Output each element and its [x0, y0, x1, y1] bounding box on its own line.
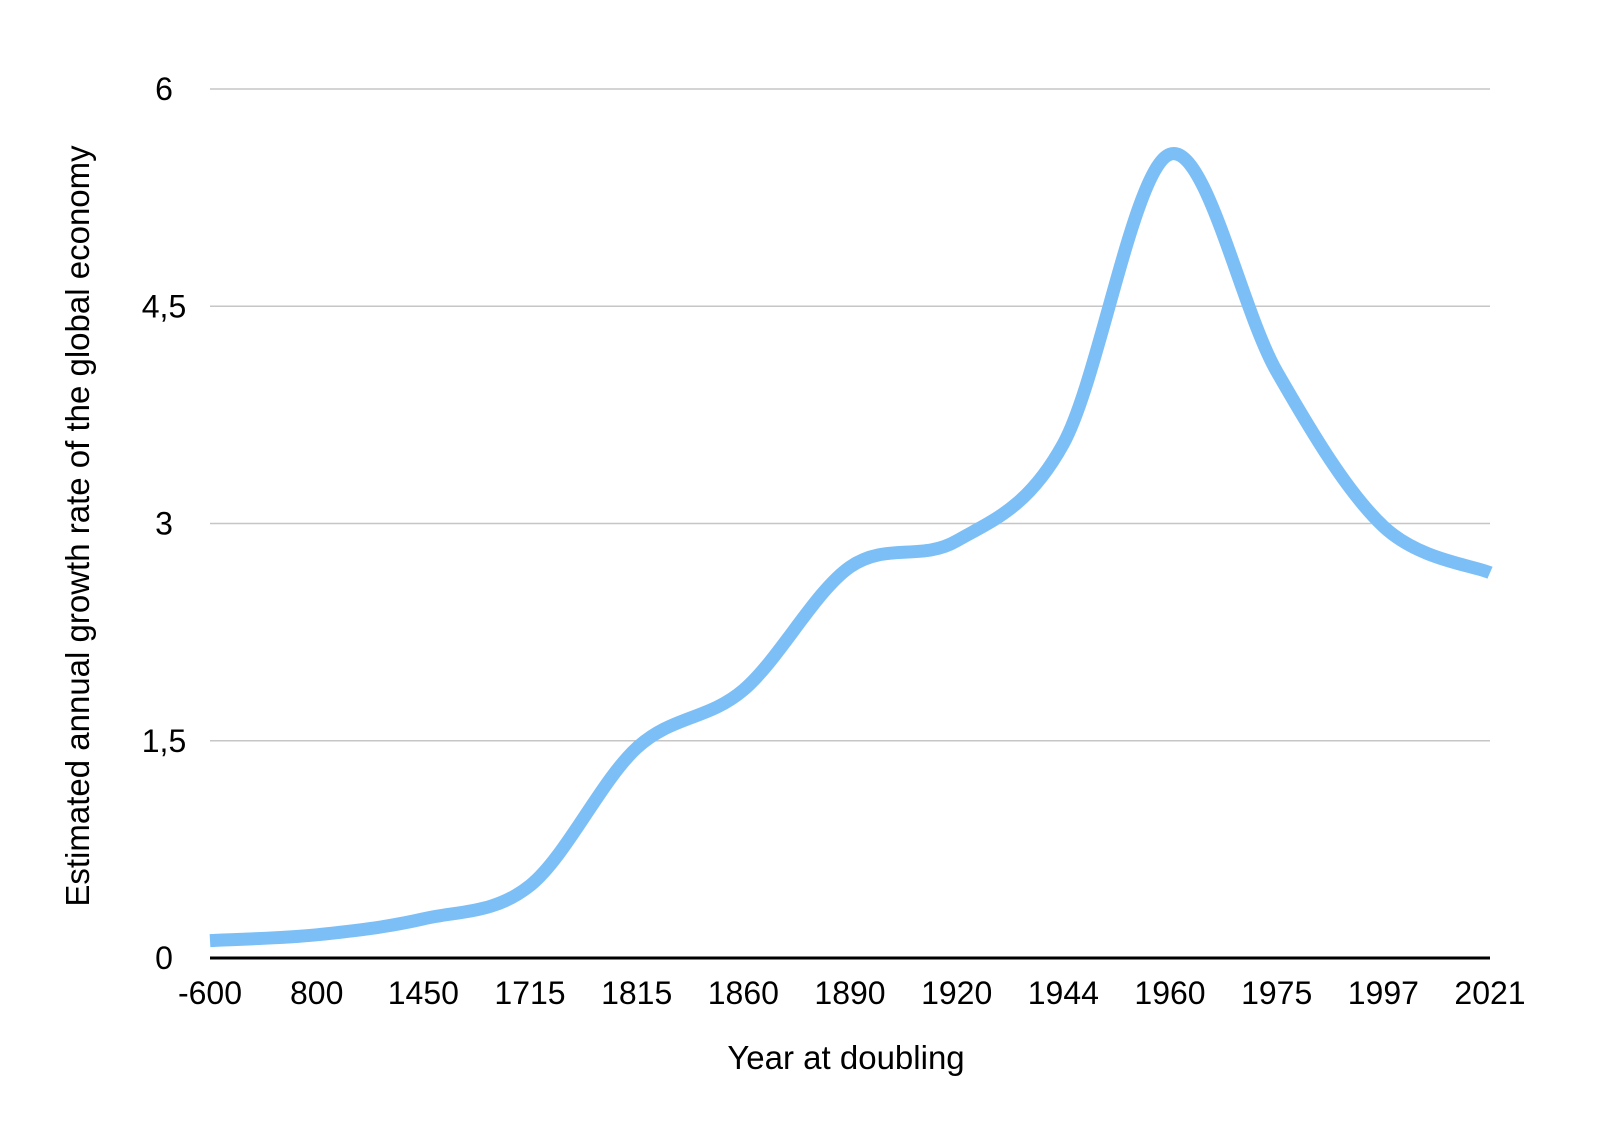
x-tick-label: 1997: [1348, 975, 1419, 1011]
x-tick-label: 1860: [708, 975, 779, 1011]
data-point: [1063, 443, 1064, 444]
x-tick-label: 1920: [921, 975, 992, 1011]
gridlines: [210, 88, 1490, 742]
data-point: [850, 566, 851, 567]
series-line: [209, 147, 1493, 948]
data-point: [1276, 371, 1277, 372]
data-point: [423, 918, 424, 919]
y-tick-label: 1,5: [142, 723, 186, 759]
data-point: [530, 885, 531, 886]
x-tick-label: 1960: [1134, 975, 1205, 1011]
x-axis-ticks: -600 800 1450 1715 1815 1860 1890 1920 1944 1960 1…: [178, 975, 1526, 1011]
data-point: [316, 934, 317, 935]
y-tick-label: 4,5: [142, 288, 186, 324]
data-point: [743, 690, 744, 691]
x-tick-label: 1890: [814, 975, 885, 1011]
x-tick-label: 2021: [1454, 975, 1525, 1011]
y-tick-label: 6: [155, 71, 173, 107]
x-axis-title: Year at doubling: [727, 1039, 964, 1076]
x-tick-label: -600: [178, 975, 242, 1011]
data-point: [636, 747, 637, 748]
y-axis-ticks: 0 1,5 3 4,5 6: [142, 71, 186, 976]
data-point: [1170, 154, 1171, 155]
x-tick-label: 1815: [601, 975, 672, 1011]
y-tick-label: 0: [155, 940, 173, 976]
data-point: [210, 940, 211, 941]
y-axis-title: Estimated annual growth rate of the glob…: [59, 145, 96, 907]
data-point: [956, 540, 957, 541]
y-tick-label: 3: [155, 506, 173, 542]
series-layer: [209, 147, 1493, 948]
x-tick-label: 1715: [494, 975, 565, 1011]
data-point: [1383, 526, 1384, 527]
x-tick-label: 1944: [1028, 975, 1099, 1011]
x-tick-label: 1975: [1241, 975, 1312, 1011]
data-point: [1490, 572, 1491, 573]
x-tick-label: 1450: [388, 975, 459, 1011]
x-tick-label: 800: [290, 975, 343, 1011]
